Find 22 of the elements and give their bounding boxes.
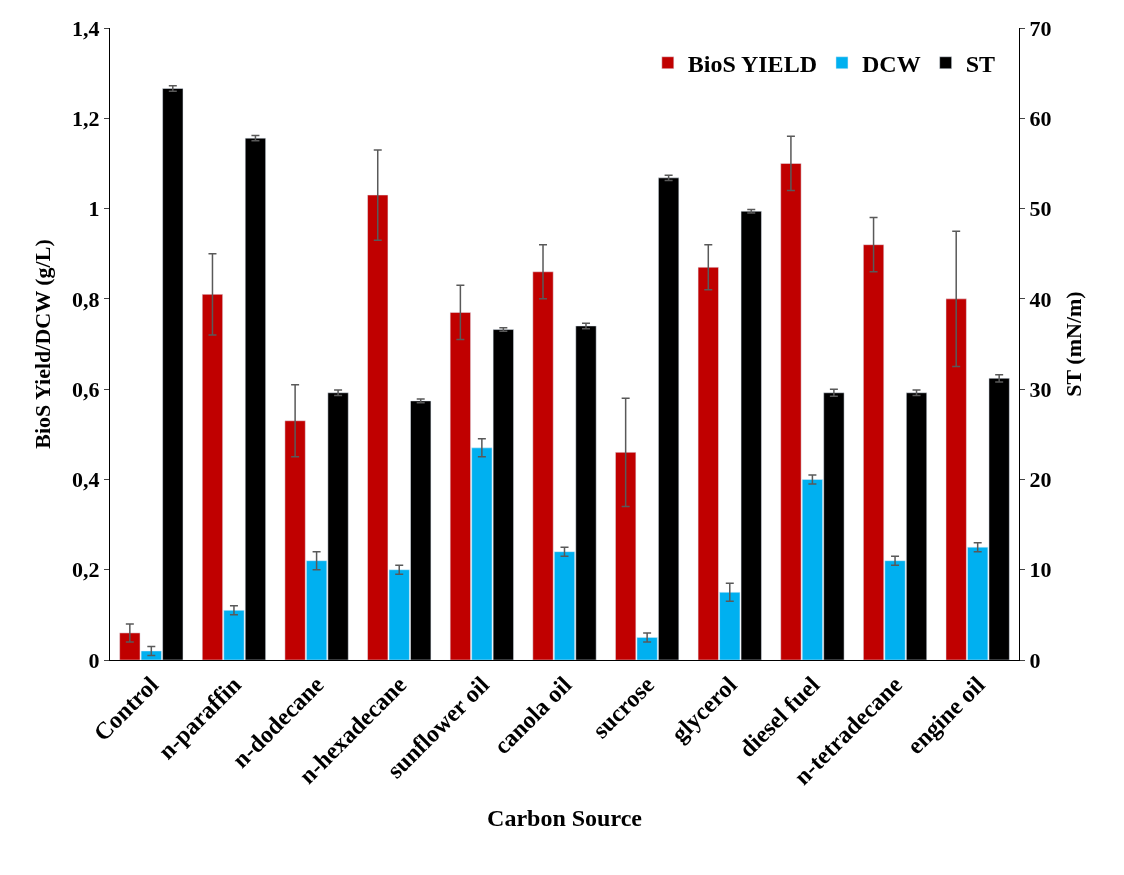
y2-axis-title: ST (mN/m) — [1061, 291, 1087, 397]
y2-tick-label: 40 — [1029, 286, 1052, 312]
y-tick-label: 0,6 — [72, 376, 100, 402]
x-axis-title: Carbon Source — [487, 805, 643, 832]
y-axis-title: BioS Yield/DCW (g/L) — [29, 239, 55, 449]
legend-label: BioS YIELD — [687, 51, 817, 78]
y2-tick-label: 60 — [1029, 105, 1052, 131]
y-tick-label: 0,8 — [72, 286, 100, 312]
y2-tick-label: 30 — [1029, 376, 1052, 402]
y-tick-label: 1,4 — [72, 15, 100, 41]
y-tick-label: 1 — [88, 196, 100, 222]
legend-label: ST — [965, 51, 996, 78]
y2-tick-label: 50 — [1029, 196, 1052, 222]
y2-tick-label: 70 — [1029, 15, 1052, 41]
y2-tick-label: 0 — [1029, 647, 1041, 673]
y2-tick-label: 20 — [1029, 467, 1052, 493]
y-tick-label: 0,2 — [72, 557, 100, 583]
y-tick-label: 0,4 — [72, 467, 100, 493]
y-tick-label: 0 — [88, 647, 100, 673]
y2-tick-label: 10 — [1029, 557, 1052, 583]
legend-label: DCW — [861, 51, 921, 78]
y-tick-label: 1,2 — [72, 105, 100, 131]
